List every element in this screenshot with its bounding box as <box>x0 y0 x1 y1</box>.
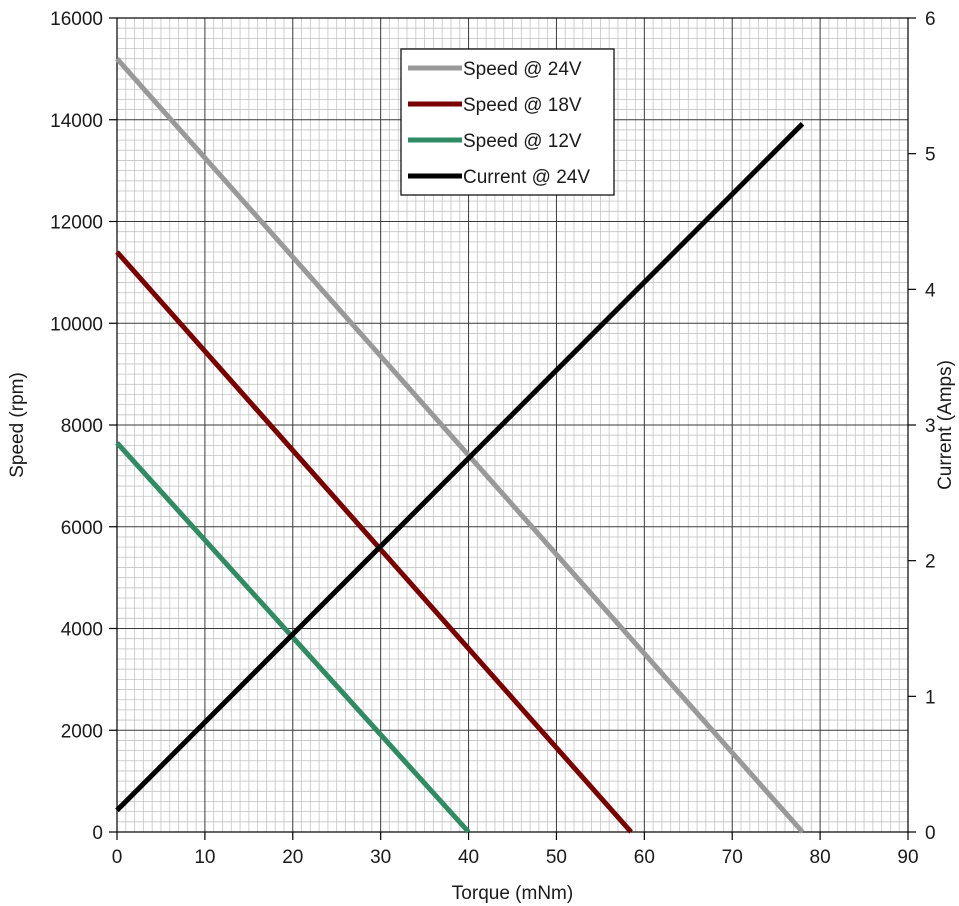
x-tick-label: 30 <box>370 847 391 868</box>
x-tick-label: 50 <box>546 847 567 868</box>
y-tick-label: 2000 <box>61 721 103 742</box>
y2-tick-label: 0 <box>925 823 936 844</box>
y2-axis-title: Current (Amps) <box>935 360 956 490</box>
y-tick-label: 10000 <box>50 314 103 335</box>
x-tick-label: 90 <box>897 847 918 868</box>
y-axis-tick-labels: 0 2000 4000 6000 8000 10000 12000 14000 16000 <box>50 9 103 844</box>
y2-tick-label: 6 <box>925 9 936 30</box>
y2-tick-label: 4 <box>925 280 936 301</box>
legend-label: Current @ 24V <box>463 167 590 188</box>
y2-tick-label: 3 <box>925 416 936 437</box>
legend-label: Speed @ 24V <box>463 59 582 80</box>
x-tick-label: 80 <box>810 847 831 868</box>
legend: Speed @ 24V Speed @ 18V Speed @ 12V Current… <box>400 48 615 196</box>
y-tick-label: 6000 <box>61 518 103 539</box>
y-tick-label: 14000 <box>50 111 103 132</box>
y-axis-title: Speed (rpm) <box>7 372 28 478</box>
series-line-current-24v <box>115 122 805 813</box>
y2-tick-label: 2 <box>925 552 936 573</box>
x-axis-tick-labels: 0 10 20 30 40 50 60 70 80 90 <box>112 847 919 868</box>
x-axis-title: Torque (mNm) <box>452 883 573 904</box>
y-tick-label: 8000 <box>61 416 103 437</box>
series-line-speed-24v <box>115 57 805 834</box>
series-line-speed-18v <box>115 250 633 834</box>
y2-axis-tick-labels: 0 1 2 3 4 5 6 <box>925 9 936 844</box>
x-tick-label: 70 <box>722 847 743 868</box>
axis-ticks <box>109 17 916 840</box>
y-tick-label: 0 <box>92 823 103 844</box>
x-tick-label: 10 <box>194 847 215 868</box>
y-tick-label: 4000 <box>61 620 103 641</box>
series-layer <box>115 57 805 834</box>
x-tick-label: 40 <box>458 847 479 868</box>
x-tick-label: 20 <box>282 847 303 868</box>
x-tick-label: 0 <box>112 847 123 868</box>
legend-label: Speed @ 12V <box>463 131 582 152</box>
y2-tick-label: 1 <box>925 687 936 708</box>
legend-label: Speed @ 18V <box>463 95 582 116</box>
legend-box <box>400 48 615 196</box>
y2-tick-label: 5 <box>925 145 936 166</box>
y-tick-label: 12000 <box>50 213 103 234</box>
y-tick-label: 16000 <box>50 9 103 30</box>
x-tick-label: 60 <box>634 847 655 868</box>
